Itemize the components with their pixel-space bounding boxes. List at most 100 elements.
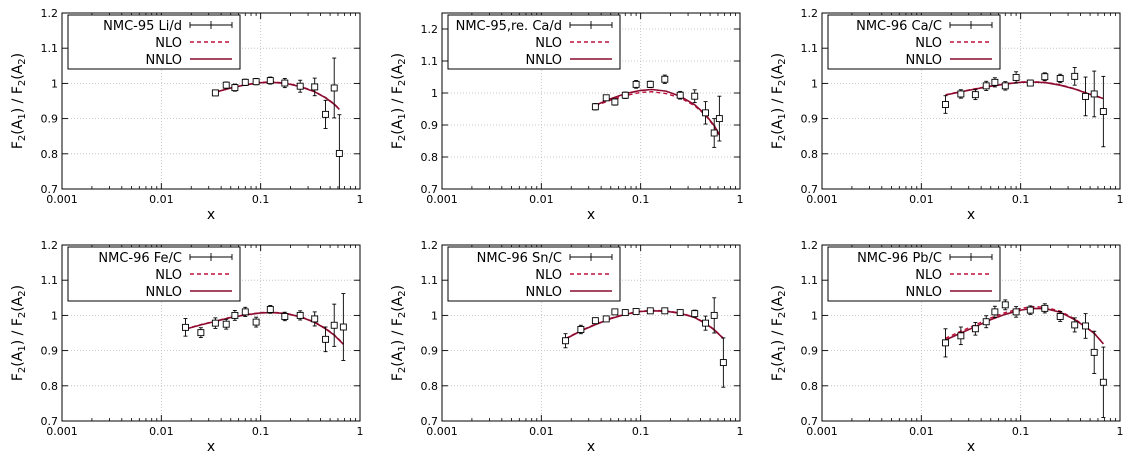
- data-point: [231, 83, 239, 92]
- data-marker: [971, 325, 979, 333]
- y-axis-label-part: ): [390, 53, 406, 58]
- data-marker: [957, 332, 965, 340]
- data-point: [1012, 306, 1020, 318]
- data-point: [602, 94, 610, 102]
- data-point: [702, 101, 710, 125]
- data-point: [231, 310, 239, 321]
- y-tick-label: 1: [431, 309, 438, 322]
- plot-frame: [821, 12, 1121, 190]
- data-marker: [222, 320, 230, 328]
- y-axis-label: F2(A1) / F2(A2): [10, 285, 28, 381]
- y-tick-label: 1.1: [801, 42, 819, 55]
- nlo-curve: [595, 90, 720, 136]
- y-axis-label-part: 1: [17, 113, 28, 119]
- x-tick-label: 0.01: [909, 425, 934, 438]
- data-point: [691, 309, 699, 318]
- data-point: [676, 90, 684, 100]
- y-axis-label-part: 2: [397, 58, 408, 64]
- data-point: [1071, 67, 1079, 86]
- y-axis-label-part: 2: [777, 135, 788, 141]
- y-tick-label: 0.9: [421, 119, 439, 132]
- y-tick-label: 0.8: [41, 380, 59, 393]
- data-marker: [702, 109, 710, 117]
- data-point: [322, 326, 330, 353]
- x-tick-label: 0.01: [529, 193, 554, 206]
- data-marker: [1090, 348, 1098, 356]
- y-axis-label-part: ) / F: [770, 86, 786, 113]
- data-marker: [1090, 90, 1098, 98]
- data-point: [281, 311, 289, 322]
- data-point: [1071, 317, 1079, 333]
- data-marker: [1056, 75, 1064, 82]
- y-axis-label-part: F: [770, 373, 786, 381]
- data-point: [241, 78, 249, 86]
- data-point: [971, 321, 979, 336]
- data-point: [971, 89, 979, 101]
- data-point: [296, 310, 304, 321]
- data-point: [719, 337, 727, 388]
- y-tick-label: 1: [51, 77, 58, 90]
- data-marker: [1041, 304, 1049, 312]
- x-tick-label: 0.01: [149, 193, 174, 206]
- x-tick-label: 0.01: [909, 193, 934, 206]
- nlo-curve: [185, 311, 344, 345]
- y-tick-label: 0.8: [421, 151, 439, 164]
- y-axis-label-part: ): [10, 53, 26, 58]
- data-point: [211, 317, 219, 329]
- y-axis-label-part: F: [770, 141, 786, 149]
- data-marker: [632, 80, 640, 88]
- y-axis-label-part: 2: [17, 367, 28, 373]
- data-point: [1056, 73, 1064, 84]
- legend: NMC-95 Li/d NLO NNLO: [67, 14, 241, 70]
- y-tick-label: 0.7: [41, 415, 59, 428]
- data-marker: [591, 103, 599, 111]
- data-marker: [197, 329, 205, 337]
- y-axis-label-part: 2: [777, 58, 788, 64]
- y-tick-label: 1.2: [41, 239, 59, 252]
- y-axis-label-part: (A: [390, 119, 406, 134]
- nnlo-curve: [185, 311, 344, 345]
- y-axis-label-part: 2: [397, 135, 408, 141]
- data-marker: [1001, 82, 1009, 90]
- y-tick-label: 1: [811, 77, 818, 90]
- y-axis-label-part: 2: [17, 80, 28, 86]
- data-point: [1056, 311, 1064, 322]
- legend-label: NMC-96 Ca/C: [856, 19, 942, 34]
- data-marker: [266, 77, 274, 85]
- data-marker: [577, 326, 585, 333]
- data-marker: [1056, 313, 1064, 320]
- y-axis-label-part: 2: [397, 367, 408, 373]
- y-tick-label: 0.8: [421, 380, 439, 393]
- data-point: [1090, 70, 1098, 118]
- y-axis-label-part: 2: [777, 312, 788, 318]
- data-point: [266, 76, 274, 85]
- data-point: [1099, 346, 1107, 418]
- data-point: [691, 89, 699, 104]
- y-axis-label: F2(A1) / F2(A2): [770, 53, 788, 149]
- y-tick-label: 0.7: [801, 415, 819, 428]
- data-point: [335, 114, 343, 190]
- y-tick-label: 0.9: [801, 113, 819, 126]
- data-point: [676, 309, 684, 317]
- y-axis-label: F2(A1) / F2(A2): [390, 53, 408, 149]
- data-marker: [252, 318, 260, 326]
- data-marker: [602, 94, 610, 102]
- data-marker: [296, 311, 304, 319]
- data-marker: [339, 323, 347, 331]
- data-marker: [1071, 72, 1079, 80]
- data-point: [1001, 81, 1009, 91]
- data-marker: [266, 305, 274, 313]
- x-tick-label: 0.001: [426, 193, 458, 206]
- x-axis-label: x: [207, 439, 215, 455]
- legend-label: NMC-96 Fe/C: [98, 251, 182, 266]
- y-tick-label: 1.2: [421, 239, 439, 252]
- x-tick-label: 0.1: [1012, 193, 1030, 206]
- data-marker: [562, 337, 569, 345]
- data-marker: [311, 83, 319, 91]
- y-axis-label-part: F: [10, 373, 26, 381]
- data-marker: [252, 78, 260, 86]
- y-axis-label-part: (A: [390, 64, 406, 79]
